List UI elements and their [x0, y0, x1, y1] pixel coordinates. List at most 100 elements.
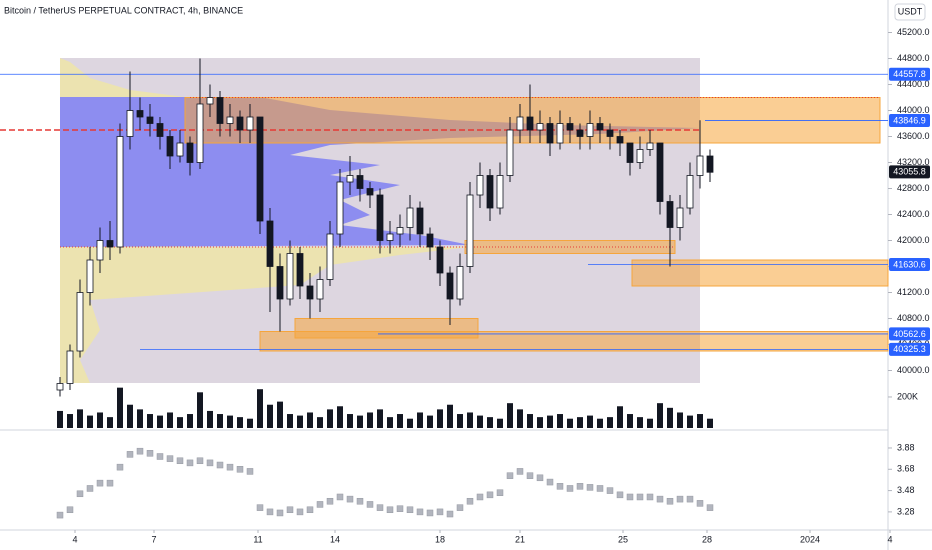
volume-bar	[247, 418, 253, 428]
candle-body	[566, 123, 574, 131]
lower-mark	[256, 504, 264, 511]
lower-mark	[456, 504, 464, 511]
y-tick-label: 42800.0	[897, 183, 930, 193]
lower-mark	[676, 495, 684, 503]
candle-body	[346, 175, 354, 183]
candle-body	[156, 123, 164, 137]
candle-body	[646, 142, 654, 150]
candle-body	[336, 181, 344, 235]
candle-body	[246, 116, 254, 131]
lower-mark	[366, 501, 374, 508]
volume-bar	[587, 415, 593, 428]
lower-mark	[706, 504, 714, 511]
price-tag-label: 43055.8	[893, 167, 926, 177]
lower-mark	[566, 485, 574, 492]
candle-body	[206, 97, 214, 105]
x-tick-label: 4	[72, 534, 77, 544]
lower-mark	[696, 500, 704, 507]
lower-mark	[356, 497, 364, 505]
y-tick-label: 40000.0	[897, 365, 930, 375]
lower-mark	[246, 468, 254, 475]
lower-mark	[656, 495, 664, 503]
x-tick-label: 11	[253, 534, 262, 544]
volume-bar	[157, 415, 163, 428]
volume-bar	[337, 406, 343, 428]
candle-body	[226, 116, 234, 124]
candle-body	[526, 116, 534, 131]
currency-label: USDT	[898, 6, 923, 16]
volume-bar	[187, 414, 193, 428]
candle-body	[616, 136, 624, 144]
volume-bar	[327, 409, 333, 428]
volume-bar	[537, 417, 543, 428]
candle-body	[186, 142, 194, 163]
candle-body	[116, 136, 124, 248]
volume-bar	[287, 414, 293, 428]
lower-mark	[316, 501, 324, 508]
lower-mark	[116, 463, 124, 471]
lower-mark	[86, 485, 94, 492]
lower-mark	[526, 472, 534, 479]
volume-bar	[87, 415, 93, 428]
volume-bar	[107, 417, 113, 428]
lower-mark	[466, 497, 474, 505]
candle-body	[406, 207, 414, 228]
volume-bar	[567, 418, 573, 428]
volume-bar	[197, 392, 203, 428]
candle-body	[296, 253, 304, 287]
volume-bar	[597, 418, 603, 428]
volume-bar	[97, 412, 103, 428]
candle-body	[496, 175, 504, 209]
candle-body	[196, 103, 204, 163]
volume-bar	[647, 418, 653, 428]
lower-mark	[426, 509, 434, 517]
candle-body	[376, 194, 384, 241]
lower-mark	[636, 493, 644, 501]
candle-body	[676, 207, 684, 228]
currency-badge[interactable]	[894, 3, 926, 21]
zone	[294, 318, 479, 339]
lower-mark	[336, 493, 344, 501]
volume-bar	[137, 409, 143, 428]
lower-tick-label: 3.28	[897, 506, 915, 516]
volume-bar	[147, 414, 153, 428]
candle-body	[486, 175, 494, 209]
y-tick-label: 44400.0	[897, 79, 930, 89]
lower-tick-label: 3.88	[897, 442, 915, 452]
volume-bar	[367, 412, 373, 428]
volume-bar	[167, 412, 173, 428]
candle-body	[476, 175, 484, 196]
y-tick-label: 44000.0	[897, 105, 930, 115]
candle-body	[686, 175, 694, 209]
volume-bar	[467, 412, 473, 428]
volume-bar	[627, 414, 633, 428]
lower-mark	[376, 504, 384, 511]
y-tick-label: 44800.0	[897, 53, 930, 63]
lower-mark	[606, 487, 614, 494]
lower-mark	[616, 491, 624, 499]
volume-bar	[77, 409, 83, 428]
lower-mark	[446, 510, 454, 518]
volume-bar	[447, 404, 453, 428]
volume-bar	[117, 387, 123, 428]
volume-bar	[437, 409, 443, 428]
candle-body	[316, 279, 324, 300]
volume-bar	[517, 409, 523, 428]
lower-tick-label: 3.68	[897, 464, 915, 474]
volume-bar	[667, 407, 673, 428]
lower-mark	[306, 506, 314, 514]
candle-body	[286, 253, 294, 300]
lower-mark	[136, 447, 144, 455]
lower-mark	[126, 451, 134, 458]
lower-mark	[516, 468, 524, 475]
candle-body	[546, 123, 554, 144]
price-tag	[889, 342, 930, 356]
volume-bar	[547, 415, 553, 428]
volume-bar	[127, 404, 133, 428]
lower-mark	[196, 457, 204, 465]
candle-body	[366, 188, 374, 196]
candle-body	[696, 155, 704, 176]
volume-bar	[687, 415, 693, 428]
lower-mark	[416, 508, 424, 516]
